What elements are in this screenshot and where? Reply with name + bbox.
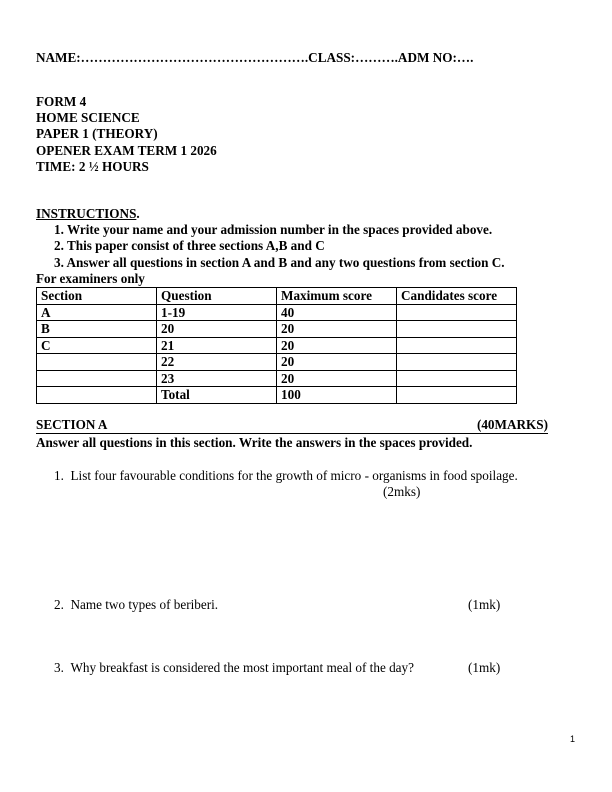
question-number: 1.	[54, 468, 64, 483]
table-cell	[396, 303, 517, 321]
paper-label: PAPER 1 (THEORY)	[36, 126, 158, 141]
table-cell: 100	[276, 386, 397, 404]
question-3: 3. Why breakfast is considered the most …	[54, 660, 414, 676]
question-marks: (1mk)	[468, 597, 501, 612]
table-cell: A	[36, 303, 157, 321]
table-row: C 21 20	[36, 336, 517, 354]
question-text: Why breakfast is considered the most imp…	[70, 660, 414, 675]
table-cell	[396, 353, 517, 371]
instructions-heading-text: INSTRUCTIONS	[36, 206, 137, 221]
subject-label: HOME SCIENCE	[36, 110, 140, 125]
exam-label: OPENER EXAM TERM 1 2026	[36, 143, 217, 158]
score-table: Section Question Maximum score Candidate…	[36, 287, 517, 404]
table-cell: 20	[276, 320, 397, 338]
table-cell	[396, 336, 517, 354]
table-cell: 22	[156, 353, 277, 371]
section-a-header: SECTION A (40MARKS)	[36, 417, 548, 434]
table-row: A 1-19 40	[36, 303, 517, 321]
table-cell: 20	[276, 369, 397, 387]
instruction-item: 3. Answer all questions in section A and…	[54, 255, 505, 270]
header-cell: Maximum score	[276, 287, 397, 305]
table-row: Total 100	[36, 386, 517, 404]
table-cell	[396, 369, 517, 387]
section-marks: (40MARKS)	[476, 417, 548, 432]
question-marks: (1mk)	[468, 660, 501, 675]
question-number: 2.	[54, 597, 64, 612]
table-cell	[396, 320, 517, 338]
table-row: B 20 20	[36, 320, 517, 338]
table-cell: 20	[276, 353, 397, 371]
name-class-adm-line: NAME:…………………………………………….CLASS:……….ADM NO:…	[36, 50, 474, 65]
table-cell	[396, 386, 517, 404]
time-label: TIME: 2 ½ HOURS	[36, 159, 149, 174]
page-number: 1	[570, 734, 576, 744]
table-row: 23 20	[36, 369, 517, 387]
instruction-item: 1. Write your name and your admission nu…	[54, 222, 493, 237]
table-cell: 20	[276, 336, 397, 354]
table-cell: B	[36, 320, 157, 338]
header-cell: Question	[156, 287, 277, 305]
table-header-row: Section Question Maximum score Candidate…	[36, 287, 517, 305]
table-cell: Total	[156, 386, 277, 404]
instruction-item: 2. This paper consist of three sections …	[54, 238, 325, 253]
question-marks: (2mks)	[383, 484, 421, 499]
instructions-heading: INSTRUCTIONS.	[36, 206, 140, 221]
table-cell: 40	[276, 303, 397, 321]
header-cell: Candidates score	[396, 287, 517, 305]
form-label: FORM 4	[36, 94, 87, 109]
table-cell: 1-19	[156, 303, 277, 321]
question-1: 1. List four favourable conditions for t…	[54, 468, 518, 484]
table-row: 22 20	[36, 353, 517, 371]
table-cell	[36, 386, 157, 404]
table-cell: C	[36, 336, 157, 354]
table-cell: 23	[156, 369, 277, 387]
table-cell	[36, 369, 157, 387]
header-cell: Section	[36, 287, 157, 305]
question-text: Name two types of beriberi.	[70, 597, 219, 612]
table-cell	[36, 353, 157, 371]
question-number: 3.	[54, 660, 64, 675]
question-2: 2. Name two types of beriberi.	[54, 597, 218, 613]
table-cell: 21	[156, 336, 277, 354]
question-text: List four favourable conditions for the …	[70, 468, 518, 483]
section-instruction: Answer all questions in this section. Wr…	[36, 435, 473, 450]
table-cell: 20	[156, 320, 277, 338]
examiners-label: For examiners only	[36, 271, 145, 286]
section-title: SECTION A	[36, 417, 108, 432]
